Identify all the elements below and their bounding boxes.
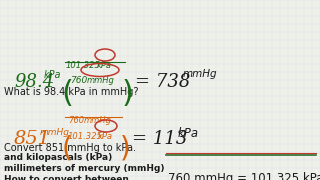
Text: 98.4: 98.4 [14, 73, 54, 91]
Text: millimeters of mercury (mmHg): millimeters of mercury (mmHg) [4, 164, 164, 173]
Text: kPa: kPa [178, 127, 199, 140]
Text: 760: 760 [70, 76, 87, 85]
Text: and kilopascals (kPa): and kilopascals (kPa) [4, 153, 112, 162]
Text: ): ) [122, 79, 134, 108]
Text: mmHg: mmHg [40, 128, 70, 137]
Text: = 738: = 738 [135, 73, 190, 91]
Text: 760 mmHg = 101.325 kPa: 760 mmHg = 101.325 kPa [168, 172, 320, 180]
Text: 851: 851 [14, 130, 51, 148]
Text: mmHg: mmHg [183, 69, 218, 79]
Text: = 113: = 113 [132, 130, 188, 148]
Text: kPa: kPa [44, 70, 61, 80]
Text: 101.325: 101.325 [68, 132, 103, 141]
Text: ): ) [120, 134, 131, 162]
Text: kPa: kPa [98, 132, 113, 141]
Text: mmHg: mmHg [87, 76, 115, 85]
Text: kPa: kPa [97, 61, 112, 70]
Text: 760: 760 [68, 116, 84, 125]
Text: mmHg: mmHg [84, 116, 112, 125]
Text: 101.325: 101.325 [66, 61, 101, 70]
Text: (: ( [62, 134, 73, 162]
Text: What is 98.4 kPa in mmHg?: What is 98.4 kPa in mmHg? [4, 87, 139, 97]
Text: (: ( [61, 79, 73, 108]
Text: How to convert between: How to convert between [4, 175, 129, 180]
Text: Convert 851 mmHg to kPa.: Convert 851 mmHg to kPa. [4, 143, 136, 153]
